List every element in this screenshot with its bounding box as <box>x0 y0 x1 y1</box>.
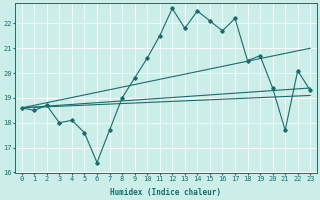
X-axis label: Humidex (Indice chaleur): Humidex (Indice chaleur) <box>110 188 221 197</box>
